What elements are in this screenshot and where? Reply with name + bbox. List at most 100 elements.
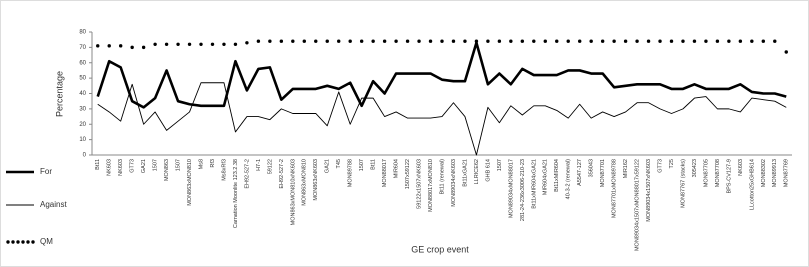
x-tick-label: GA21 <box>325 159 331 173</box>
x-tick-label: T45 <box>336 159 342 168</box>
qm-dot <box>497 39 502 43</box>
qm-dot <box>623 39 628 43</box>
qm-dot <box>646 39 651 43</box>
x-tick-label: MON89788 <box>348 159 354 187</box>
x-tick-label: MON88017xMON810 <box>428 159 434 212</box>
x-tick-label: Bt11 (renewal) <box>439 159 445 195</box>
x-tick-label: T25 <box>669 159 675 168</box>
qm-dot <box>256 39 261 43</box>
qm-dot <box>474 39 479 43</box>
qm-dot <box>199 42 203 46</box>
legend-swatch <box>16 240 20 244</box>
qm-dot <box>451 39 456 43</box>
legend-swatch <box>6 240 10 244</box>
qm-dot <box>279 39 284 43</box>
qm-dot <box>141 45 146 50</box>
x-tick-label: H7-1 <box>256 159 262 171</box>
x-tick-label: MON863 <box>164 159 170 181</box>
x-tick-label: MON87767 (stacks) <box>680 159 686 208</box>
x-tick-label: 59122 <box>267 159 273 174</box>
x-tick-label: MON89034x1507xMON88017x59122 <box>635 159 641 251</box>
x-tick-label: MON88302 <box>761 159 767 187</box>
qm-dot <box>486 39 490 43</box>
x-tick-label: LLcotton25xGHB614 <box>749 159 755 210</box>
qm-dot <box>738 39 743 43</box>
qm-dot <box>187 42 192 46</box>
qm-dot <box>382 39 387 43</box>
qm-dot <box>532 39 536 43</box>
qm-dot <box>658 39 662 43</box>
y-tick-label: 60 <box>79 60 86 66</box>
x-tick-label: GT73 <box>657 159 663 173</box>
y-tick-label: 50 <box>79 76 86 82</box>
x-tick-label: Ms8 <box>198 159 204 169</box>
y-tick-label: 20 <box>79 122 86 128</box>
qm-dot <box>600 39 605 43</box>
x-tick-label: LLRICE62 <box>474 159 480 184</box>
x-tick-label: 59122x1507xNK603 <box>417 159 423 209</box>
qm-dot <box>96 44 100 48</box>
x-tick-label: Bt11xGA21 <box>462 159 468 187</box>
qm-dot <box>394 39 398 43</box>
qm-dot <box>509 39 513 43</box>
qm-dot <box>210 42 215 46</box>
x-tick-label: MON87705 <box>703 159 709 187</box>
x-tick-label: MON863xMON810 <box>187 159 193 206</box>
x-tick-label: MON87769 <box>784 159 790 187</box>
qm-dot <box>428 39 433 43</box>
qm-dot <box>463 39 467 43</box>
qm-dot <box>520 39 525 43</box>
qm-dot <box>612 39 616 43</box>
qm-dot <box>704 39 708 43</box>
x-tick-label: MIR162 <box>623 159 629 178</box>
qm-dot <box>692 39 697 43</box>
x-tick-label: MON87701 <box>600 159 606 187</box>
y-tick-label: 80 <box>79 30 86 36</box>
qm-dot <box>325 39 329 43</box>
qm-dot <box>302 39 306 43</box>
qm-dot <box>440 39 444 43</box>
qm-dot <box>359 39 364 43</box>
y-tick-label: 40 <box>79 91 86 97</box>
qm-dot <box>130 45 134 50</box>
qm-dot <box>268 39 272 43</box>
x-tick-label: 1507x59122 <box>405 159 411 189</box>
qm-dot <box>176 42 180 46</box>
x-tick-label: 1507 <box>153 159 159 171</box>
qm-dot <box>750 39 754 43</box>
qm-dot <box>337 39 341 43</box>
x-tick-label: NK603 <box>738 159 744 176</box>
x-tick-label: MON863xNK603 <box>313 159 319 201</box>
qm-dot <box>107 44 111 48</box>
x-tick-label: 1507 <box>359 159 365 171</box>
qm-dot <box>291 39 295 43</box>
x-tick-label: 305423 <box>692 159 698 177</box>
x-tick-label: EH92-527-2 <box>279 159 285 189</box>
x-tick-label: MON89034xMON88017 <box>508 159 514 218</box>
qm-dot <box>727 39 731 43</box>
y-tick-label: 30 <box>79 106 86 112</box>
x-tick-label: GHB 614 <box>485 159 491 182</box>
x-tick-label: Carnation Moonlite 123.2.38 <box>233 159 239 228</box>
x-tick-label: MON88017 <box>382 159 388 187</box>
x-tick-label: 1507 <box>497 159 503 171</box>
x-tick-label: 40-3-2 (renewal) <box>566 159 572 200</box>
qm-dot <box>681 39 685 43</box>
x-tick-label: NK603 <box>107 159 113 176</box>
qm-dot <box>669 39 674 43</box>
qm-dot <box>371 39 375 43</box>
qm-dot <box>348 39 352 43</box>
x-tick-label: Bt11xMIR604xGA21 <box>531 159 537 209</box>
x-tick-label: Bt11 <box>95 159 101 170</box>
qm-dot <box>578 39 582 43</box>
x-tick-label: Bt11xMIR604 <box>554 159 560 192</box>
qm-dot <box>417 39 421 43</box>
qm-dot <box>164 42 169 46</box>
legend-swatch <box>31 240 35 244</box>
x-tick-label: 1507 <box>176 159 182 171</box>
x-tick-label: GA21 <box>141 159 147 173</box>
qm-dot <box>314 39 318 43</box>
qm-dot <box>761 39 766 43</box>
x-tick-label: MIR604 <box>394 159 400 178</box>
